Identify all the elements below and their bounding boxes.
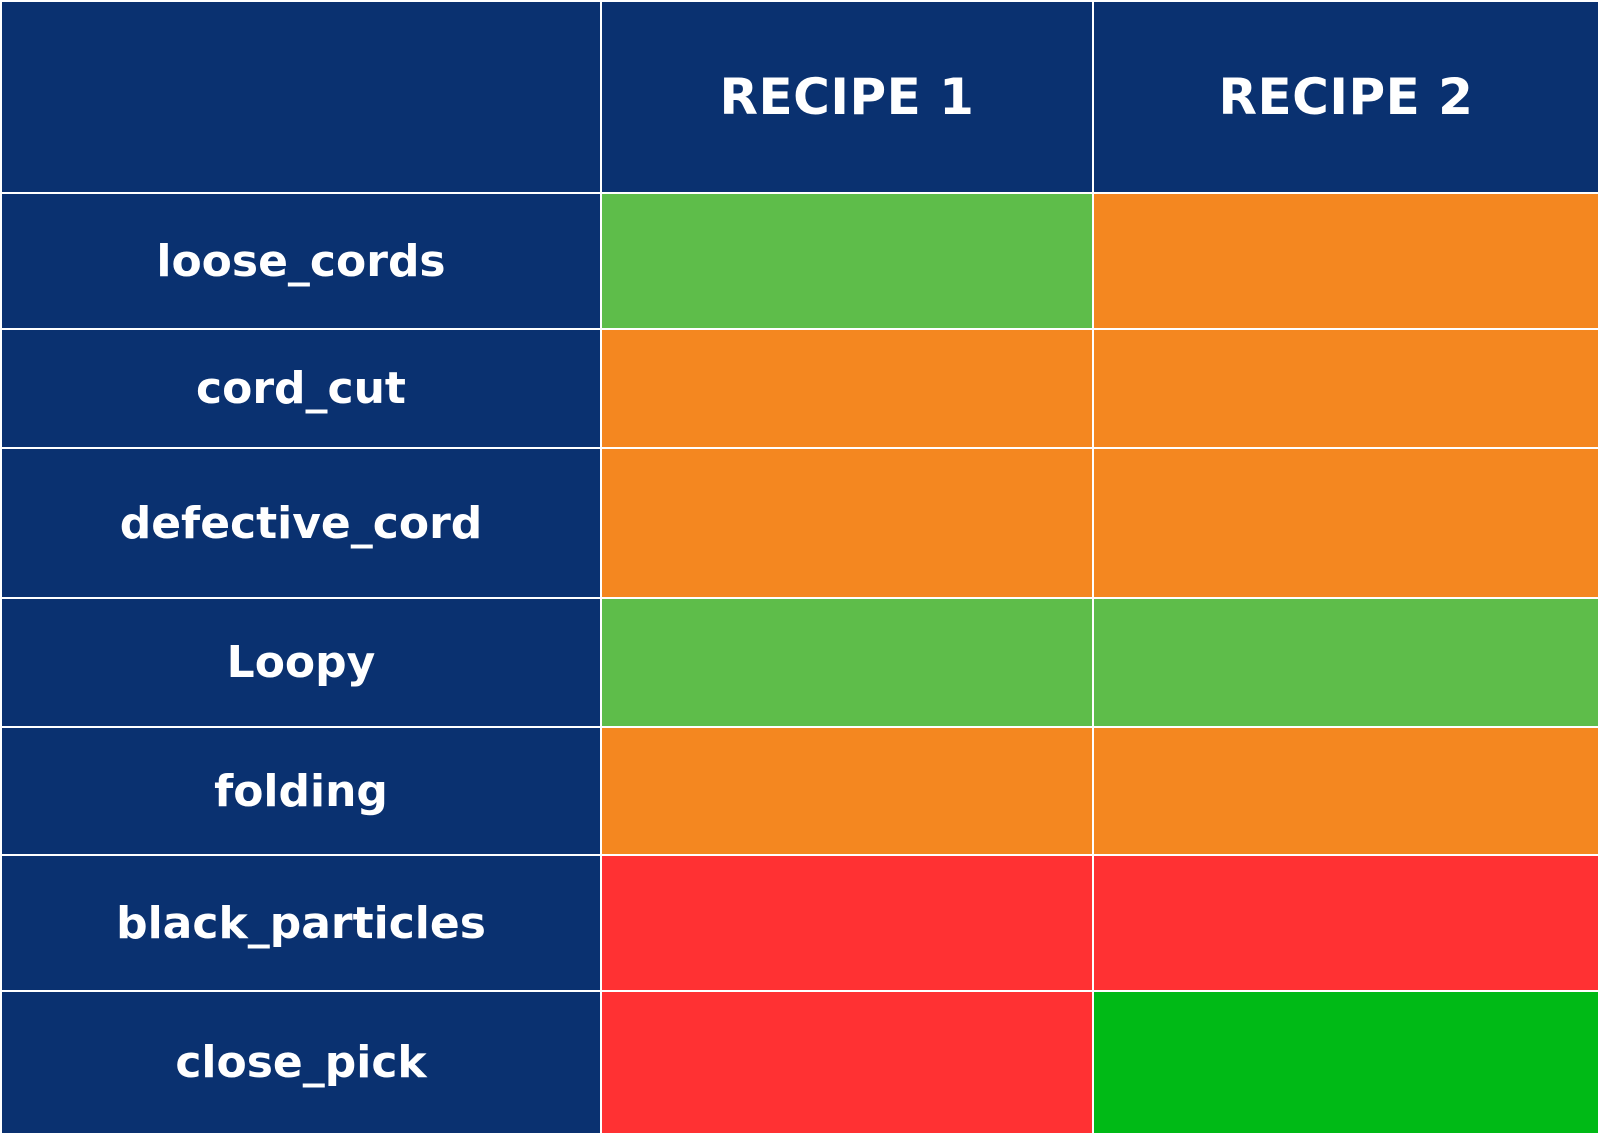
- status-cell-recipe-2: [1094, 728, 1598, 854]
- status-cell-recipe-1: [602, 856, 1092, 990]
- status-cell-recipe-2: [1094, 599, 1598, 726]
- row-label: Loopy: [2, 599, 600, 726]
- corner-header-cell: [2, 2, 600, 192]
- status-cell-recipe-1: [602, 728, 1092, 854]
- status-cell-recipe-2: [1094, 449, 1598, 597]
- row-label: cord_cut: [2, 330, 600, 447]
- status-cell-recipe-1: [602, 330, 1092, 447]
- column-header-recipe-2: RECIPE 2: [1094, 2, 1598, 192]
- status-cell-recipe-1: [602, 449, 1092, 597]
- row-label: black_particles: [2, 856, 600, 990]
- row-label: close_pick: [2, 992, 600, 1133]
- status-cell-recipe-2: [1094, 856, 1598, 990]
- status-cell-recipe-1: [602, 599, 1092, 726]
- status-cell-recipe-1: [602, 194, 1092, 328]
- row-label: loose_cords: [2, 194, 600, 328]
- status-cell-recipe-1: [602, 992, 1092, 1133]
- row-label: folding: [2, 728, 600, 854]
- status-cell-recipe-2: [1094, 992, 1598, 1133]
- status-cell-recipe-2: [1094, 330, 1598, 447]
- column-header-recipe-1: RECIPE 1: [602, 2, 1092, 192]
- row-label: defective_cord: [2, 449, 600, 597]
- status-cell-recipe-2: [1094, 194, 1598, 328]
